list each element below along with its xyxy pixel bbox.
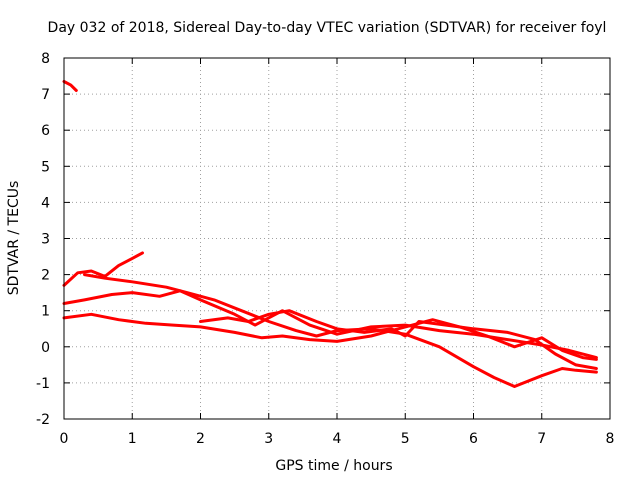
x-tick-label: 2 bbox=[196, 431, 205, 447]
series-line-track-c bbox=[83, 273, 598, 388]
chart-title: Day 032 of 2018, Sidereal Day-to-day VTE… bbox=[48, 20, 607, 36]
x-tick-label: 5 bbox=[401, 431, 410, 447]
y-tick-label: 4 bbox=[41, 195, 50, 211]
y-tick-label: -2 bbox=[36, 412, 50, 428]
series-line-track-b bbox=[62, 251, 144, 287]
x-tick-label: 1 bbox=[128, 431, 137, 447]
y-tick-label: 1 bbox=[41, 304, 50, 320]
y-tick-label: 6 bbox=[41, 123, 50, 139]
y-tick-label: 2 bbox=[41, 268, 50, 284]
series-line-track-f bbox=[199, 309, 598, 370]
series-line-track-e bbox=[62, 312, 598, 361]
x-tick-label: 4 bbox=[333, 431, 342, 447]
grid-lines bbox=[64, 58, 610, 419]
x-axis-label: GPS time / hours bbox=[275, 458, 392, 474]
series-line-track-a bbox=[62, 80, 78, 92]
y-tick-label: 5 bbox=[41, 159, 50, 175]
y-axis-label: SDTVAR / TECUs bbox=[6, 181, 22, 296]
x-tick-label: 7 bbox=[537, 431, 546, 447]
x-tick-label: 6 bbox=[469, 431, 478, 447]
x-axis-tick-labels: 0 1 2 3 4 5 6 7 8 bbox=[60, 431, 615, 447]
axis-ticks bbox=[63, 57, 611, 420]
x-tick-label: 0 bbox=[60, 431, 69, 447]
y-tick-label: 3 bbox=[41, 232, 50, 248]
x-tick-label: 3 bbox=[264, 431, 273, 447]
series-line-track-d bbox=[62, 289, 598, 360]
data-series bbox=[62, 80, 598, 388]
y-tick-label: 8 bbox=[41, 51, 50, 67]
x-tick-label: 8 bbox=[606, 431, 615, 447]
y-tick-label: 7 bbox=[41, 87, 50, 103]
y-axis-tick-labels: -2 -1 0 1 2 3 4 5 6 7 8 bbox=[36, 51, 50, 428]
y-tick-label: -1 bbox=[36, 376, 50, 392]
y-tick-label: 0 bbox=[41, 340, 50, 356]
